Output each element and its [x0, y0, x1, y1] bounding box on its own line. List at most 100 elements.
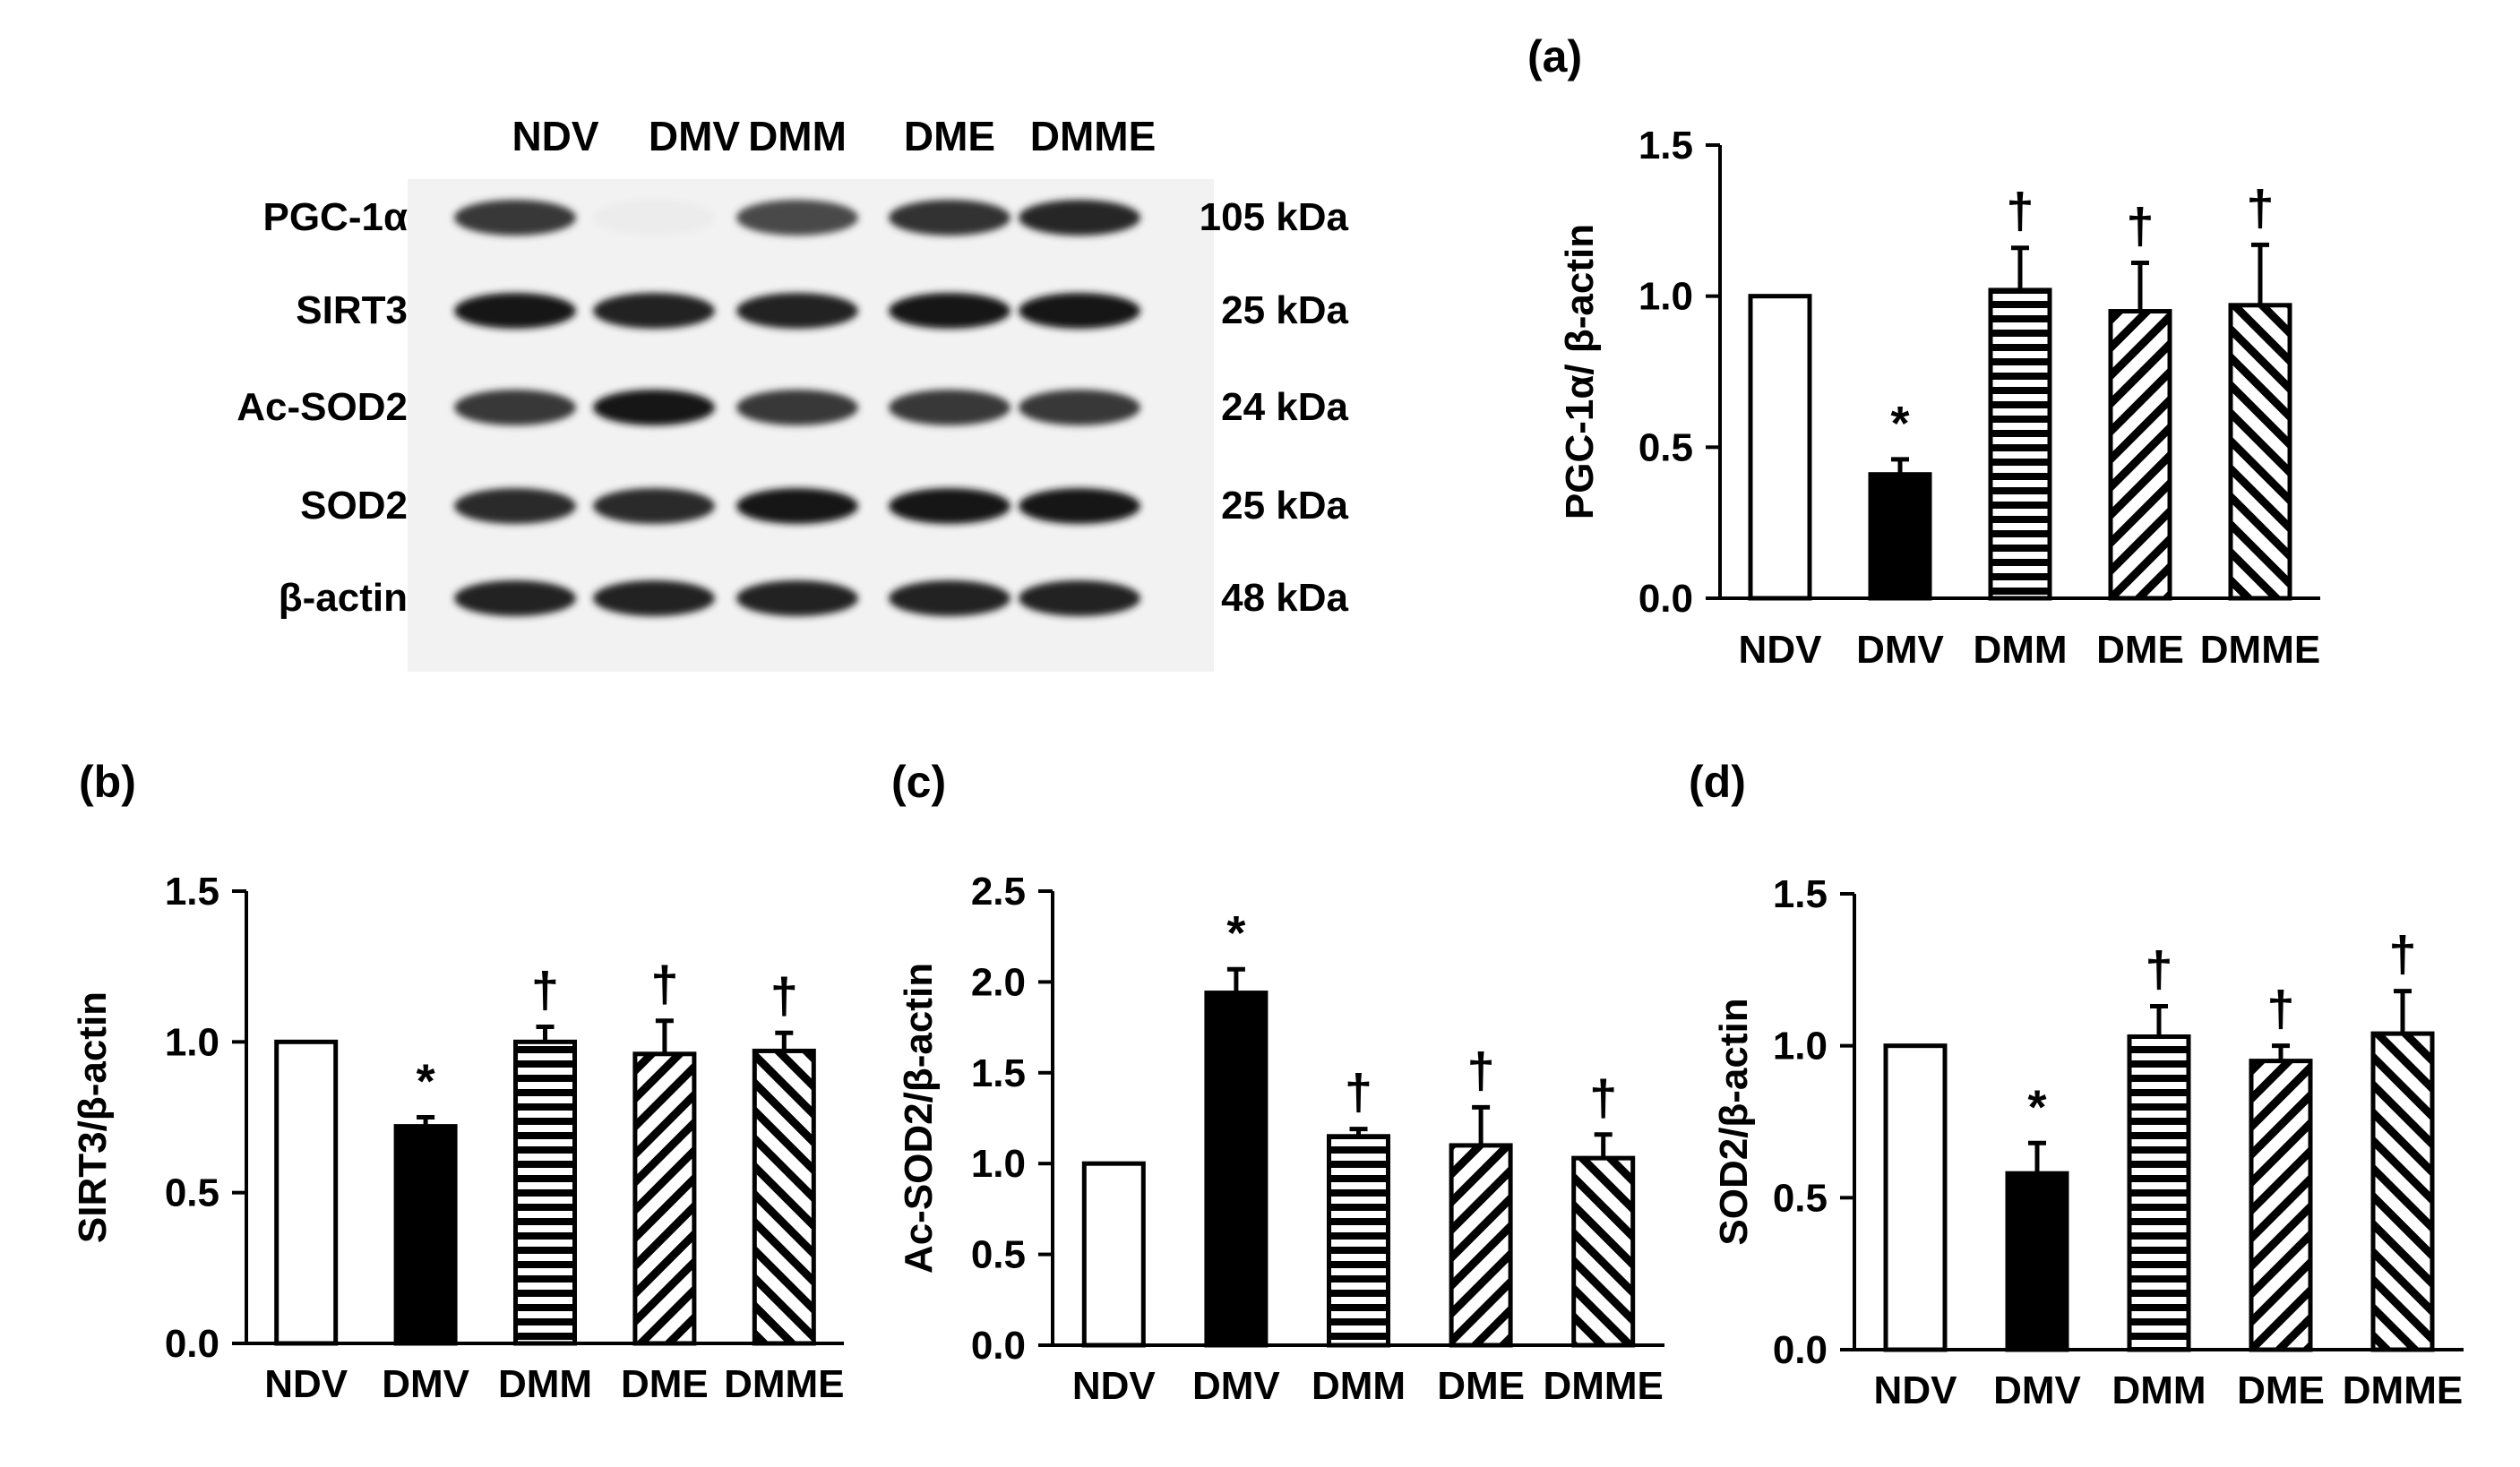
significance-dagger: † — [2126, 198, 2154, 254]
bar-dme — [2108, 309, 2172, 601]
y-tick-label: 0.0 — [1638, 577, 1693, 621]
panel-label: (b) — [79, 757, 136, 807]
blot-protein-label: SOD2 — [300, 484, 408, 528]
x-tick-label: DMME — [2343, 1368, 2463, 1412]
bar-dmme — [752, 1048, 816, 1346]
bar-dmv — [1204, 991, 1269, 1348]
significance-dagger: † — [2246, 179, 2274, 236]
y-tick-label: 1.0 — [971, 1142, 1026, 1186]
blot-band — [736, 293, 858, 329]
y-tick-label: 1.0 — [165, 1020, 219, 1064]
blot-molecular-weight: 105 kDa — [1200, 195, 1349, 239]
x-tick-label: NDV — [1072, 1364, 1157, 1408]
y-axis-label: SOD2/β-actin — [1712, 998, 1756, 1245]
blot-row-1: PGC-1α 105 kDa — [262, 195, 1348, 239]
y-tick-label: 2.0 — [971, 960, 1026, 1004]
blot-rows: PGC-1α 105 kDa SIRT3 25 kDa Ac-SOD2 24 kDa SOD… — [237, 195, 1348, 620]
blot-lane-labels: NDV DMV DMM DME DMME — [512, 113, 1156, 159]
bar-dmme — [2228, 303, 2292, 601]
blot-molecular-weight: 25 kDa — [1221, 288, 1348, 332]
blot-band — [1019, 390, 1140, 425]
bar-dme — [2249, 1059, 2313, 1352]
x-tick-label: NDV — [1874, 1368, 1958, 1412]
blot-band — [454, 488, 576, 524]
blot-lane-label: DMME — [1030, 113, 1157, 159]
y-tick-label: 0.5 — [1773, 1176, 1828, 1220]
bar-dmm — [1327, 1134, 1390, 1348]
significance-dagger: † — [1467, 1042, 1495, 1098]
chart-a: (a) PGC-1α/ β-actin 0.0 0.5 1.0 1.5 NDV * DMV † DM… — [1527, 31, 2320, 672]
bar-dmme — [1571, 1155, 1636, 1348]
panel-label: (c) — [891, 757, 946, 807]
chart-b: (b) SIRT3/β-actin 0.0 0.5 1.0 1.5 NDV * DMV † DMM †… — [71, 757, 845, 1406]
chart-d: (d) SOD2/β-actin 0.0 0.5 1.0 1.5 NDV * DMV † DMM † D… — [1689, 757, 2464, 1412]
bar-dmm — [1988, 287, 2052, 601]
blot-row-4: SOD2 25 kDa — [300, 484, 1348, 528]
x-tick-label: DMM — [1973, 628, 2067, 672]
blot-band — [454, 293, 576, 329]
bar-dmm — [2127, 1034, 2191, 1352]
blot-band — [1019, 293, 1140, 329]
significance-dagger: † — [1345, 1064, 1372, 1120]
blot-band — [736, 200, 858, 236]
blot-band — [593, 488, 715, 524]
chart-c: (c) Ac-SOD2/β-actin 0.0 0.5 1.0 1.5 2.0 2.5 NDV *… — [891, 757, 1664, 1408]
x-tick-label: DMV — [1192, 1364, 1280, 1408]
bar-dmv — [2005, 1171, 2069, 1352]
x-tick-label: DMME — [1543, 1364, 1663, 1408]
y-tick-label: 2.5 — [971, 870, 1026, 914]
significance-asterisk: * — [2027, 1080, 2046, 1134]
bar-dmm — [513, 1039, 577, 1346]
x-tick-label: DME — [1437, 1364, 1525, 1408]
significance-dagger: † — [650, 956, 678, 1012]
blot-band — [889, 200, 1011, 236]
y-tick-label: 1.0 — [1638, 275, 1693, 319]
blot-band — [889, 580, 1011, 616]
significance-dagger: † — [2145, 941, 2172, 998]
bar-ndv — [1883, 1043, 1948, 1352]
significance-dagger: † — [2006, 183, 2034, 239]
x-tick-label: NDV — [264, 1362, 348, 1406]
significance-dagger: † — [1589, 1069, 1617, 1126]
y-axis-label: SIRT3/β-actin — [71, 991, 115, 1243]
blot-band — [736, 580, 858, 616]
significance-asterisk: * — [1890, 397, 1909, 450]
y-tick-label: 0.0 — [1773, 1328, 1828, 1372]
blot-band — [454, 390, 576, 425]
bar-ndv — [1081, 1161, 1146, 1348]
bar-ndv — [1748, 294, 1812, 601]
blot-band — [454, 200, 576, 236]
panel-label: (d) — [1689, 757, 1746, 807]
y-axis-label: PGC-1α/ β-actin — [1558, 224, 1602, 519]
bar-ndv — [274, 1039, 339, 1346]
blot-molecular-weight: 24 kDa — [1221, 385, 1348, 429]
blot-lane-label: NDV — [512, 113, 598, 159]
y-tick-label: 0.0 — [971, 1324, 1026, 1368]
blot-protein-label: PGC-1α — [262, 195, 408, 239]
blot-band — [454, 580, 576, 616]
blot-lane-label: DMV — [649, 113, 741, 159]
x-tick-label: DMV — [382, 1362, 469, 1406]
blot-row-3: Ac-SOD2 24 kDa — [237, 385, 1348, 429]
blot-band — [1019, 488, 1140, 524]
y-tick-label: 0.5 — [1638, 425, 1693, 469]
x-tick-label: DME — [2237, 1368, 2325, 1412]
blot-row-2: SIRT3 25 kDa — [296, 288, 1348, 332]
significance-dagger: † — [2266, 981, 2294, 1037]
y-tick-label: 0.0 — [165, 1322, 219, 1366]
significance-asterisk: * — [417, 1055, 435, 1109]
western-blot-panel: NDV DMV DMM DME DMME PGC-1α 105 kDa SIRT3 25 kD… — [237, 113, 1349, 672]
x-tick-label: DMM — [498, 1362, 592, 1406]
x-tick-label: DMM — [1312, 1364, 1406, 1408]
blot-protein-label: β-actin — [279, 576, 408, 620]
blot-molecular-weight: 48 kDa — [1221, 576, 1348, 620]
blot-band — [1019, 200, 1140, 236]
y-tick-label: 1.0 — [1773, 1025, 1828, 1068]
blot-lane-label: DME — [904, 113, 995, 159]
blot-row-5: β-actin 48 kDa — [279, 576, 1349, 620]
bar-dmv — [1868, 472, 1932, 601]
y-tick-label: 0.5 — [165, 1171, 219, 1215]
significance-asterisk: * — [1226, 906, 1245, 960]
significance-dagger: † — [770, 967, 798, 1024]
x-tick-label: NDV — [1739, 628, 1823, 672]
